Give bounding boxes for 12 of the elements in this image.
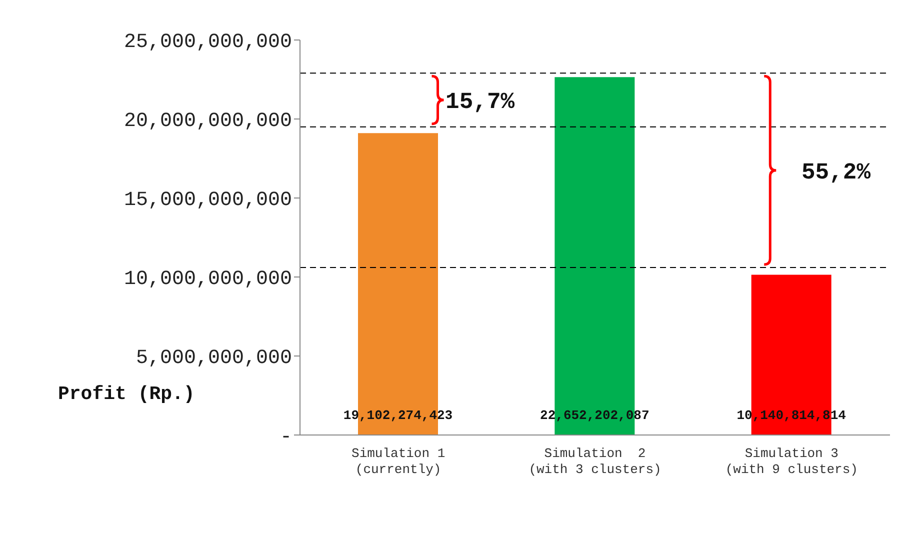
x-tick-label: Simulation 2 (with 3 clusters) (528, 446, 662, 477)
y-axis-title: Profit (Rp.) (58, 383, 195, 405)
y-tick-label: 10,000,000,000 (124, 268, 292, 292)
y-tick-label: - (280, 426, 292, 450)
y-tick-label: 25,000,000,000 (124, 31, 292, 54)
x-tick-label: Simulation 3 (with 9 clusters) (725, 446, 858, 477)
y-tick-label: 5,000,000,000 (136, 347, 292, 370)
annotation: 15,7% (446, 89, 515, 116)
x-tick-label: Simulation 1 (currently) (352, 446, 446, 477)
annotation: 55,2% (802, 159, 871, 186)
y-tick-label: 20,000,000,000 (124, 110, 292, 134)
y-tick-label: 15,000,000,000 (124, 189, 292, 212)
